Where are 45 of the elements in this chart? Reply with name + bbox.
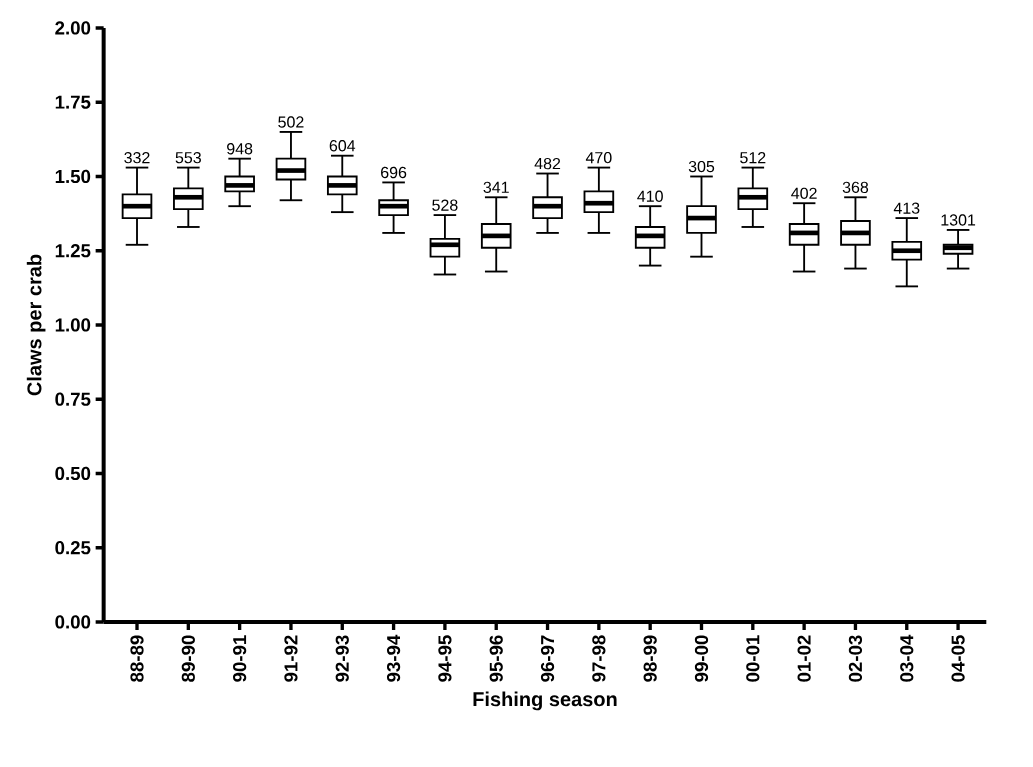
annotation: 305 bbox=[688, 160, 715, 173]
x-tick-label: 94-95 bbox=[438, 635, 452, 682]
x-tick-label: 91-92 bbox=[284, 635, 298, 682]
annotation: 948 bbox=[227, 143, 253, 155]
annotation: 528 bbox=[432, 199, 458, 211]
y-tick-label: 1.75 bbox=[55, 95, 91, 109]
annotation: 368 bbox=[842, 181, 869, 193]
y-tick-label: 2.00 bbox=[55, 21, 91, 35]
x-tick-label: 90-91 bbox=[233, 635, 247, 682]
x-tick-label: 02-03 bbox=[848, 635, 863, 682]
x-tick-label: 89-90 bbox=[181, 635, 195, 682]
annotation: 604 bbox=[329, 140, 356, 152]
annotation: 470 bbox=[585, 151, 612, 164]
annotation: 696 bbox=[381, 166, 407, 179]
y-tick-label: 0.50 bbox=[55, 466, 91, 481]
x-tick-label: 99-00 bbox=[694, 635, 709, 682]
annotation: 553 bbox=[175, 151, 201, 164]
annotation: 512 bbox=[740, 151, 766, 164]
y-axis-title: Claws per crab bbox=[26, 254, 46, 396]
y-tick-label: 1.50 bbox=[55, 169, 91, 184]
x-axis-title: Fishing season bbox=[473, 691, 617, 711]
annotation: 502 bbox=[278, 116, 304, 128]
x-tick-label: 96-97 bbox=[540, 635, 555, 682]
annotation: 482 bbox=[534, 157, 561, 170]
x-tick-label: 97-98 bbox=[592, 635, 606, 682]
x-tick-label: 95-96 bbox=[489, 635, 503, 682]
x-tick-label: 01-02 bbox=[797, 635, 811, 682]
x-tick-label: 03-04 bbox=[900, 634, 914, 682]
x-tick-label: 93-94 bbox=[386, 634, 401, 682]
x-tick-label: 00-01 bbox=[746, 635, 760, 682]
annotation: 402 bbox=[791, 187, 817, 199]
y-tick-label: 1.25 bbox=[55, 244, 91, 258]
y-tick-label: 1.00 bbox=[55, 318, 91, 332]
annotation: 410 bbox=[637, 190, 663, 202]
annotation: 1301 bbox=[941, 214, 976, 226]
x-tick-label: 88-89 bbox=[130, 635, 144, 682]
x-tick-label: 04-05 bbox=[951, 635, 965, 682]
y-tick-label: 0.75 bbox=[55, 392, 91, 406]
annotation: 332 bbox=[124, 151, 150, 164]
annotation: 341 bbox=[483, 181, 509, 193]
x-tick-label: 92-93 bbox=[335, 635, 349, 682]
x-tick-label: 98-99 bbox=[643, 635, 657, 682]
annotation: 413 bbox=[893, 202, 920, 214]
y-tick-label: 0.25 bbox=[55, 541, 91, 555]
y-tick-label: 0.00 bbox=[55, 615, 91, 629]
